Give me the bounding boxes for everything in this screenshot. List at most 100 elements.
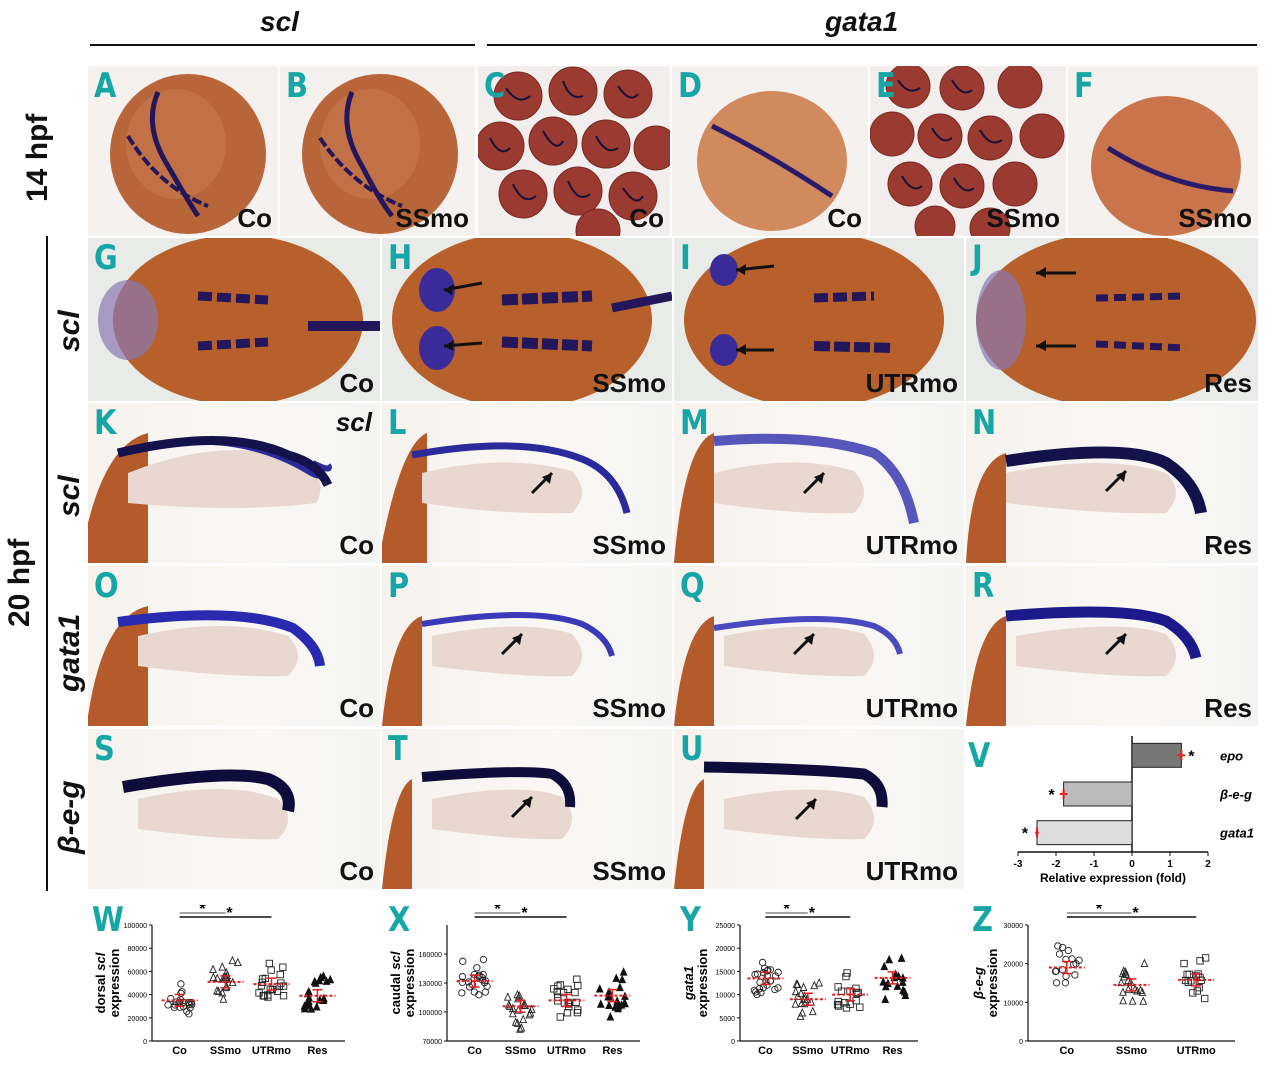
Z-point — [1075, 956, 1083, 964]
X-point — [595, 984, 604, 993]
v-bar-1 — [1063, 781, 1133, 807]
X-point — [459, 957, 467, 965]
W-point — [279, 963, 287, 971]
W-point — [186, 1004, 194, 1012]
chart-W: 0 20000 40000 60000 80000 100000 dorsal sclexp… — [93, 905, 345, 1057]
v-sig-2: * — [1022, 826, 1029, 843]
Z-point — [1054, 942, 1062, 950]
W-point — [228, 955, 237, 965]
Y-point — [750, 986, 759, 994]
v-tick-label: 2 — [1205, 859, 1211, 870]
W-point — [304, 996, 313, 1006]
panel-label-U: U — [680, 729, 704, 769]
condition-P: SSmo — [592, 693, 666, 723]
X-point — [554, 993, 562, 1001]
header-scl-rule — [90, 44, 475, 46]
embryo-image-P — [382, 612, 615, 726]
Z-point — [1193, 987, 1201, 995]
Z-y-tick-label: 30000 — [1004, 923, 1024, 930]
X-point — [475, 972, 483, 981]
embryo-image-H — [392, 238, 672, 401]
Y-y-tick-label: 0 — [731, 1039, 735, 1046]
condition-C: Co — [629, 203, 664, 233]
X-point — [556, 1013, 564, 1021]
panel-label-X: X — [388, 900, 411, 940]
panel-label-J: J — [972, 238, 983, 278]
v-sig-0: * — [1188, 748, 1195, 765]
embryo-image-N — [966, 446, 1207, 563]
condition-F: SSmo — [1178, 203, 1252, 233]
Y-point — [856, 1003, 864, 1011]
X-point — [508, 1003, 517, 1013]
W-point — [164, 1001, 172, 1009]
W-point — [171, 1001, 179, 1009]
W-point — [167, 994, 175, 1003]
panel-label-C: C — [484, 66, 506, 106]
condition-I: UTRmo — [865, 368, 958, 398]
Z-point — [1064, 946, 1072, 955]
X-y-tick-label: 70000 — [423, 1039, 443, 1046]
X-point — [511, 1017, 520, 1026]
X-point — [527, 1004, 536, 1013]
Y-point — [898, 977, 907, 986]
Z-point — [1138, 987, 1147, 996]
gene-label-K: scl — [335, 407, 372, 437]
X-y-tick-label: 100000 — [419, 1010, 442, 1017]
X-y-tick-label: 130000 — [419, 981, 442, 988]
embryo-image-K — [88, 433, 333, 563]
Y-point — [752, 988, 760, 996]
X-point — [573, 1008, 582, 1017]
v-tick-label: 0 — [1129, 859, 1135, 870]
embryo-image-D — [697, 91, 847, 231]
X-point — [564, 985, 572, 993]
Y-point — [834, 997, 842, 1006]
W-sig-star-0: * — [199, 905, 206, 918]
X-point — [508, 1008, 517, 1018]
W-point — [218, 962, 227, 971]
embryo-image-M — [674, 433, 919, 563]
row-label-beg: β-e-g — [53, 780, 86, 854]
panel-S: S Co — [88, 729, 380, 889]
X-point — [479, 955, 488, 964]
Y-sig-star-0: * — [784, 905, 791, 918]
condition-E: SSmo — [986, 203, 1060, 233]
embryo-image-I — [684, 238, 944, 401]
Y-x-label-2: UTRmo — [831, 1045, 870, 1057]
X-point — [574, 1006, 582, 1014]
X-x-label-2: UTRmo — [547, 1045, 586, 1057]
condition-J: Res — [1204, 368, 1252, 398]
Z-sig-star-1: * — [1132, 905, 1139, 922]
Y-point — [815, 978, 824, 987]
Y-point — [841, 999, 849, 1007]
Z-point — [1201, 994, 1209, 1003]
Y-point — [766, 966, 775, 974]
Y-point — [854, 988, 862, 997]
Y-point — [900, 987, 909, 996]
panel-K: K scl Co — [88, 403, 380, 563]
panel-label-F: F — [1074, 66, 1094, 106]
panel-N: N Res — [966, 403, 1258, 563]
Z-point — [1055, 950, 1064, 958]
X-point — [554, 982, 562, 990]
X-point — [513, 1018, 522, 1027]
panel-label-Y: Y — [680, 900, 701, 940]
embryo-image-B — [302, 74, 458, 234]
panel-label-Z: Z — [972, 900, 993, 940]
W-y-tick-label: 80000 — [128, 946, 148, 953]
Y-point — [757, 988, 765, 997]
X-point — [458, 989, 466, 997]
panel-R: R Res — [966, 566, 1258, 726]
X-point — [503, 992, 512, 1001]
X-point — [612, 973, 621, 982]
Y-point — [842, 1004, 851, 1012]
Y-point — [880, 961, 889, 971]
Z-point — [1062, 955, 1070, 964]
panel-label-A: A — [94, 66, 117, 106]
panel-U: U UTRmo — [674, 729, 964, 889]
condition-R: Res — [1204, 693, 1252, 723]
X-point — [571, 988, 579, 997]
Y-y-tick-label: 5000 — [719, 1016, 735, 1023]
row-label-gata1: gata1 — [53, 613, 86, 692]
Y-point — [808, 1006, 817, 1016]
Y-y-tick-label: 20000 — [716, 946, 736, 953]
